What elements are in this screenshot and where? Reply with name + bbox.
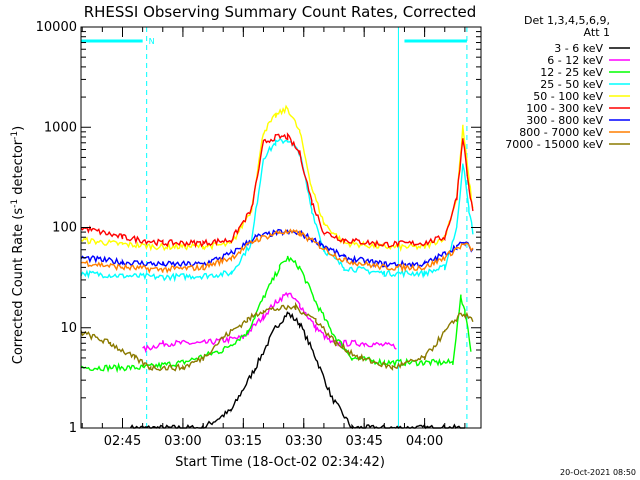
series-line-7 bbox=[80, 228, 474, 274]
y-tick-label-3: 1000 bbox=[44, 120, 77, 135]
x-tick-label-1: 03:00 bbox=[164, 434, 201, 449]
y-axis-label-end: ) bbox=[11, 126, 26, 131]
x-tick-label-4: 03:45 bbox=[345, 434, 382, 449]
x-tick-label-0: 02:45 bbox=[104, 434, 141, 449]
y-axis-label-mid: detector bbox=[11, 139, 26, 199]
footer-timestamp: 20-Oct-2021 08:50 bbox=[560, 468, 636, 477]
series-line-8 bbox=[80, 301, 474, 372]
legend-label-2: 12 - 25 keV bbox=[540, 66, 603, 79]
y-tick-label-1: 10 bbox=[60, 321, 77, 336]
y-axis-label-sup1: -1 bbox=[10, 199, 20, 208]
series-line-0 bbox=[129, 311, 465, 430]
legend-label-1: 6 - 12 keV bbox=[547, 54, 603, 67]
legend-label-6: 300 - 800 keV bbox=[526, 114, 603, 127]
plot-area: N bbox=[80, 27, 474, 430]
legend-label-7: 800 - 7000 keV bbox=[519, 126, 603, 139]
legend-label-3: 25 - 50 keV bbox=[540, 78, 603, 91]
series-line-5 bbox=[80, 132, 474, 249]
legend-label-4: 50 - 100 keV bbox=[533, 90, 603, 103]
legend-header-1: Att 1 bbox=[584, 26, 610, 39]
y-tick-label-2: 100 bbox=[52, 221, 77, 236]
y-axis-label-main: Corrected Count Rate (s bbox=[11, 208, 26, 365]
legend-label-5: 100 - 300 keV bbox=[526, 102, 603, 115]
y-tick-label-0: 1 bbox=[69, 421, 77, 436]
legend-label-8: 7000 - 15000 keV bbox=[505, 138, 603, 151]
series-line-2 bbox=[80, 255, 472, 374]
x-tick-label-3: 03:30 bbox=[285, 434, 322, 449]
legend-label-0: 3 - 6 keV bbox=[554, 42, 603, 55]
x-tick-label-2: 03:15 bbox=[225, 434, 262, 449]
x-axis-label: Start Time (18-Oct-02 02:34:42) bbox=[175, 455, 385, 470]
y-axis-label-sup2: -1 bbox=[10, 131, 20, 140]
series-line-4 bbox=[80, 104, 474, 252]
series-line-3 bbox=[80, 138, 474, 283]
y-tick-label-4: 10000 bbox=[36, 20, 77, 35]
flag-label: N bbox=[149, 37, 155, 46]
series-line-1 bbox=[142, 291, 397, 354]
y-axis-label: Corrected Count Rate (s-1 detector-1) bbox=[10, 126, 26, 364]
legend-header-0: Det 1,3,4,5,6,9, bbox=[524, 14, 610, 27]
axes: 1 10 100 1000 10000 02:45 03:00 03:15 03:30 03:45… bbox=[36, 20, 482, 449]
chart-title: RHESSI Observing Summary Count Rates, Co… bbox=[84, 3, 477, 21]
x-tick-label-5: 04:00 bbox=[406, 434, 443, 449]
